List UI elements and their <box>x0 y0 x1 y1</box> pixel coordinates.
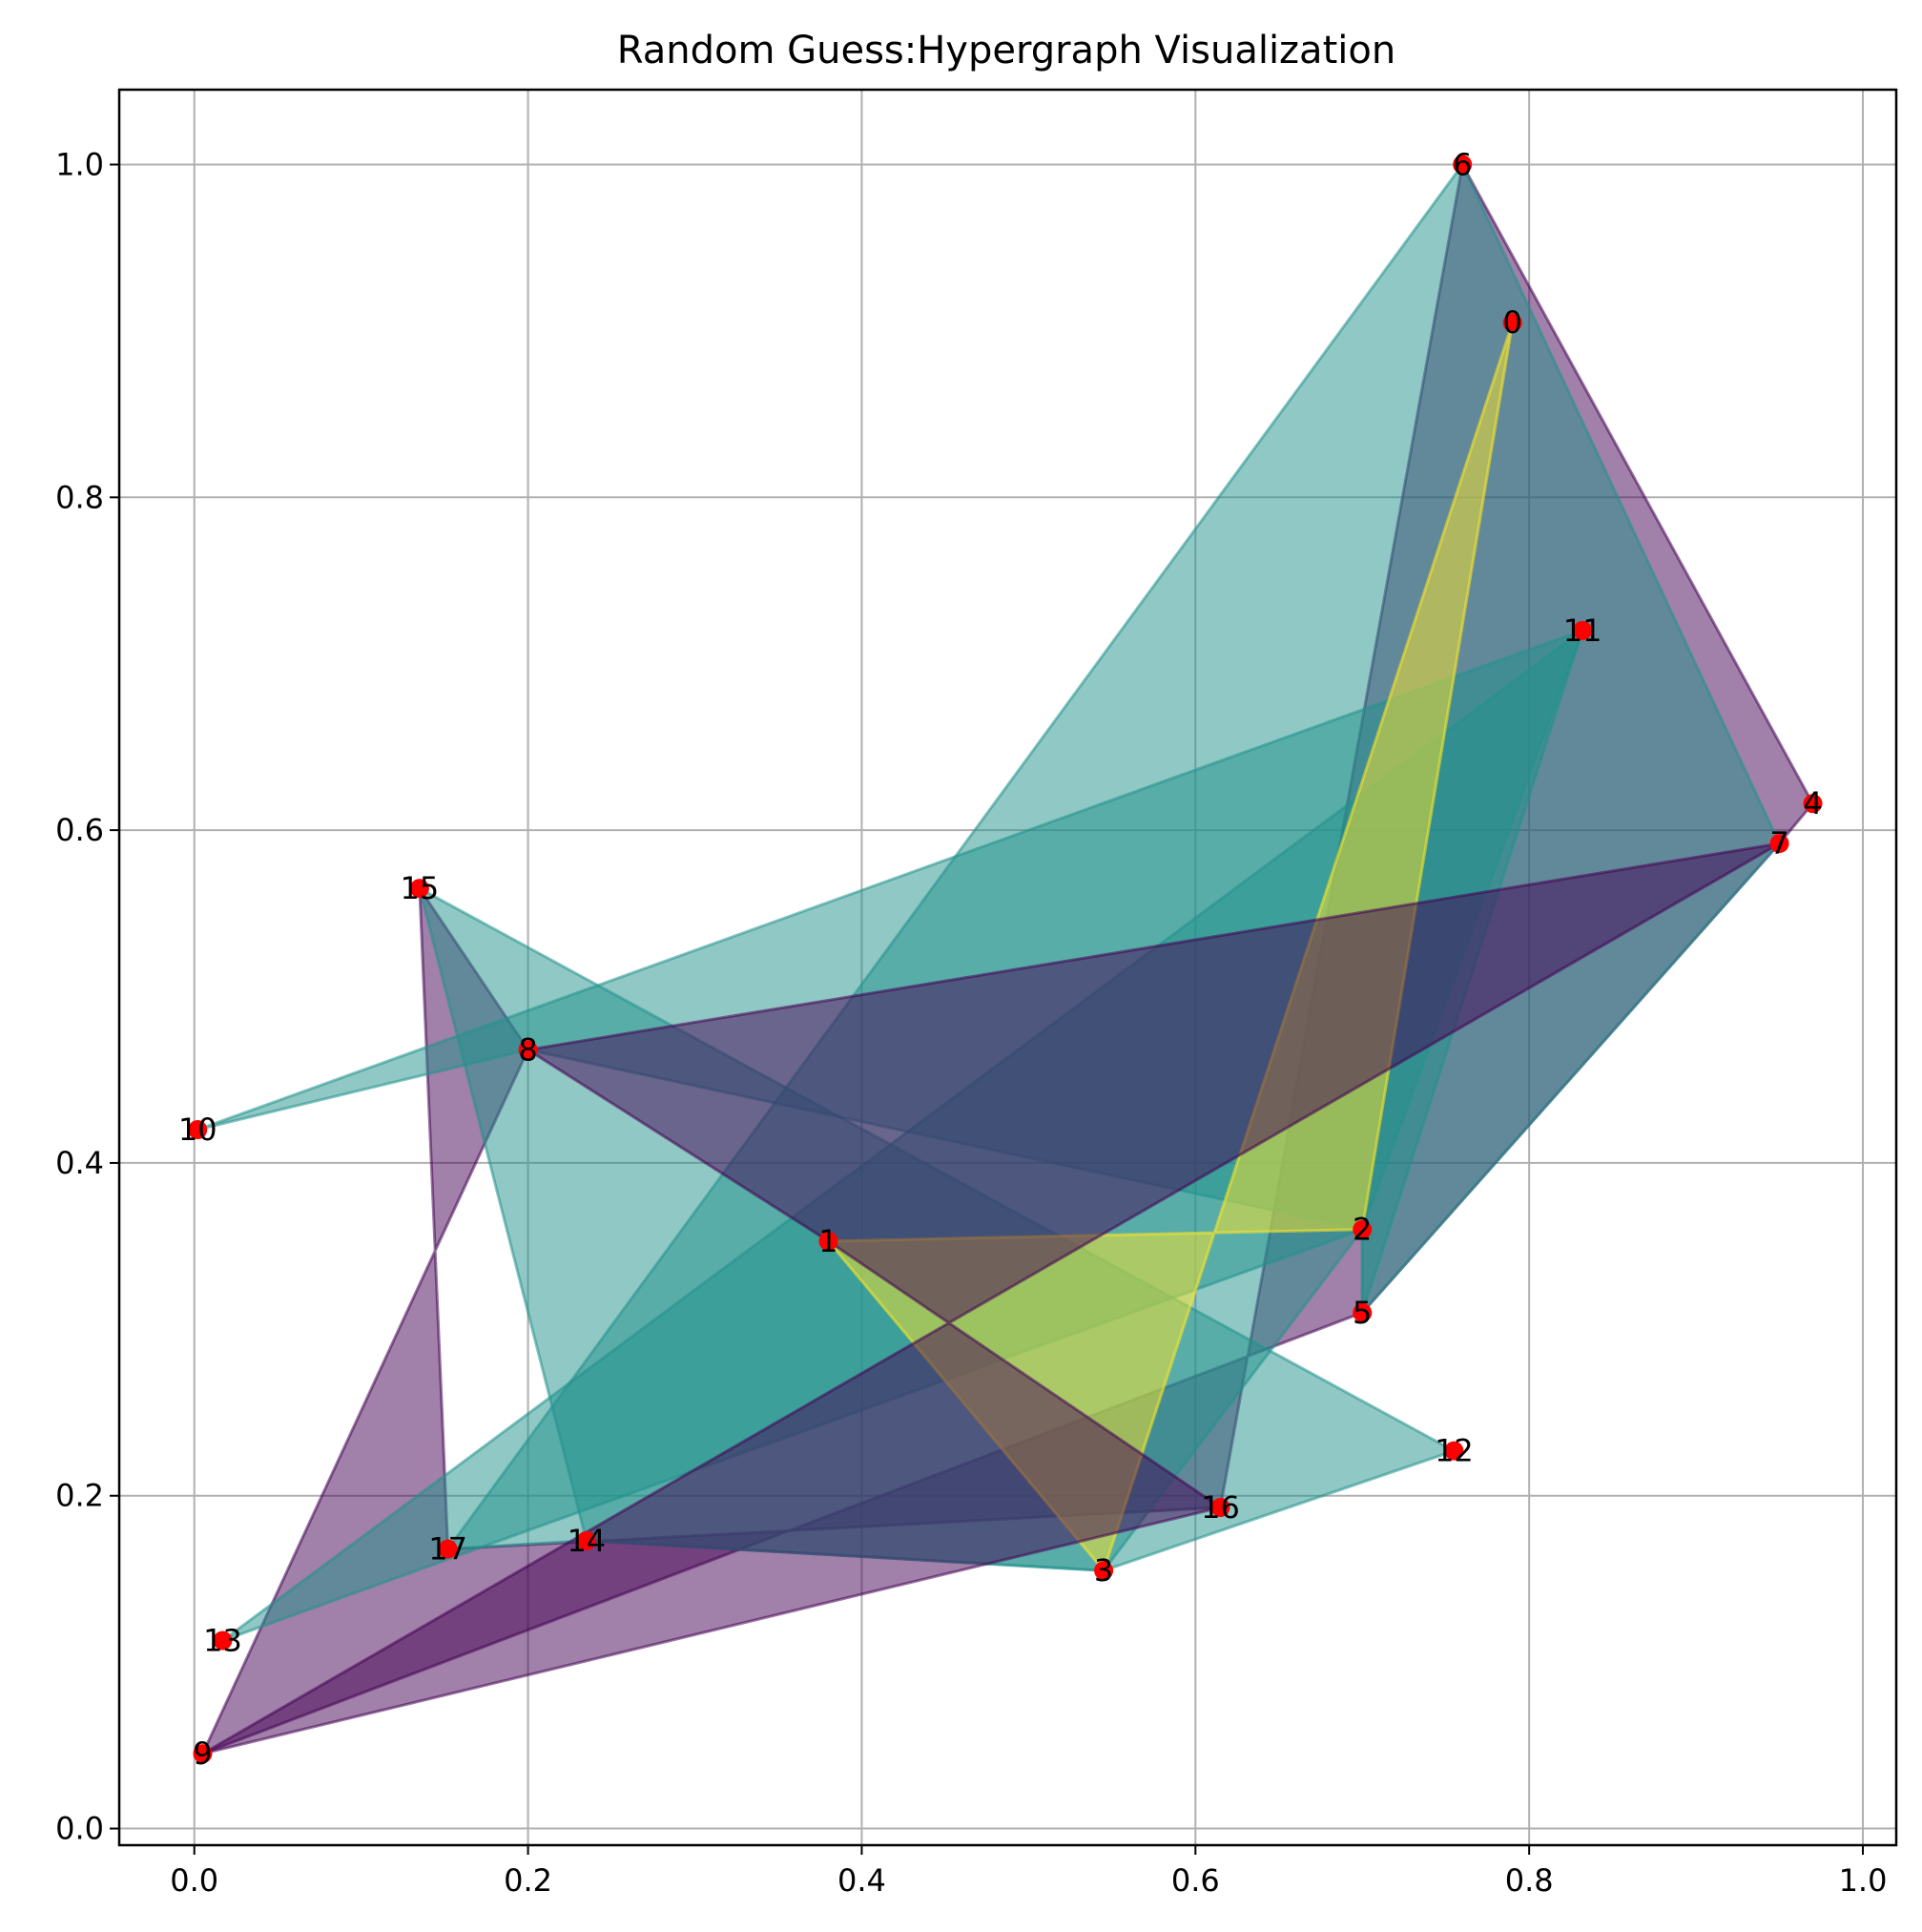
node-label-8: 8 <box>518 1031 537 1068</box>
y-tick-label: 0.2 <box>55 1478 104 1514</box>
node-point-3 <box>1094 1561 1114 1581</box>
node-point-9 <box>193 1744 213 1764</box>
hyperedge-6 <box>201 841 1781 1755</box>
node-label-4: 4 <box>1803 785 1822 821</box>
node-label-16: 16 <box>1201 1489 1240 1526</box>
node-point-5 <box>1353 1302 1373 1322</box>
node-point-4 <box>1803 794 1823 814</box>
y-tick-label: 0.4 <box>55 1145 104 1181</box>
node-point-1 <box>818 1231 838 1251</box>
plot-frame <box>117 88 1898 1847</box>
node-point-17 <box>438 1539 458 1559</box>
node-point-0 <box>1502 313 1522 333</box>
node-point-2 <box>1353 1219 1373 1239</box>
x-tick-label: 1.0 <box>1839 1862 1888 1899</box>
y-tick-label: 0.6 <box>55 812 104 848</box>
x-tick-label: 0.2 <box>504 1862 552 1899</box>
node-label-11: 11 <box>1563 613 1602 649</box>
x-tick-label: 0.0 <box>170 1862 218 1899</box>
chart-title: Random Guess:Hypergraph Visualization <box>617 29 1395 73</box>
node-label-15: 15 <box>401 870 440 906</box>
node-point-8 <box>518 1040 538 1060</box>
node-point-6 <box>1453 155 1473 175</box>
y-tick-label: 1.0 <box>55 146 104 182</box>
node-label-9: 9 <box>193 1735 212 1772</box>
node-point-7 <box>1769 834 1789 854</box>
node-label-17: 17 <box>428 1531 467 1568</box>
node-point-10 <box>188 1120 208 1140</box>
node-label-14: 14 <box>567 1523 606 1559</box>
x-tick-label: 0.4 <box>837 1862 886 1899</box>
node-label-6: 6 <box>1453 146 1472 182</box>
node-label-12: 12 <box>1435 1433 1474 1469</box>
node-label-1: 1 <box>818 1223 837 1259</box>
node-label-7: 7 <box>1769 825 1788 862</box>
node-point-15 <box>409 879 429 899</box>
node-label-10: 10 <box>178 1111 217 1148</box>
x-tick-label: 0.8 <box>1505 1862 1554 1899</box>
y-tick-label: 0.8 <box>55 479 104 515</box>
node-label-0: 0 <box>1502 304 1521 341</box>
node-point-16 <box>1210 1497 1230 1517</box>
node-label-13: 13 <box>203 1622 242 1658</box>
x-tick-label: 0.6 <box>1171 1862 1220 1899</box>
hyperedge-layer <box>196 163 1814 1755</box>
axis-layer: 0.0 0.2 0.4 0.6 0.8 1.0 0.0 0.2 0.4 0.6 0.8 1.0 <box>55 146 1887 1899</box>
node-point-13 <box>213 1631 233 1651</box>
node-point-12 <box>1444 1441 1464 1461</box>
node-layer <box>188 155 1823 1764</box>
node-label-3: 3 <box>1094 1552 1113 1589</box>
node-label-2: 2 <box>1353 1212 1372 1248</box>
y-tick-label: 0.0 <box>55 1811 104 1847</box>
node-point-11 <box>1573 620 1593 640</box>
node-point-14 <box>576 1530 596 1550</box>
node-label-5: 5 <box>1353 1295 1372 1331</box>
